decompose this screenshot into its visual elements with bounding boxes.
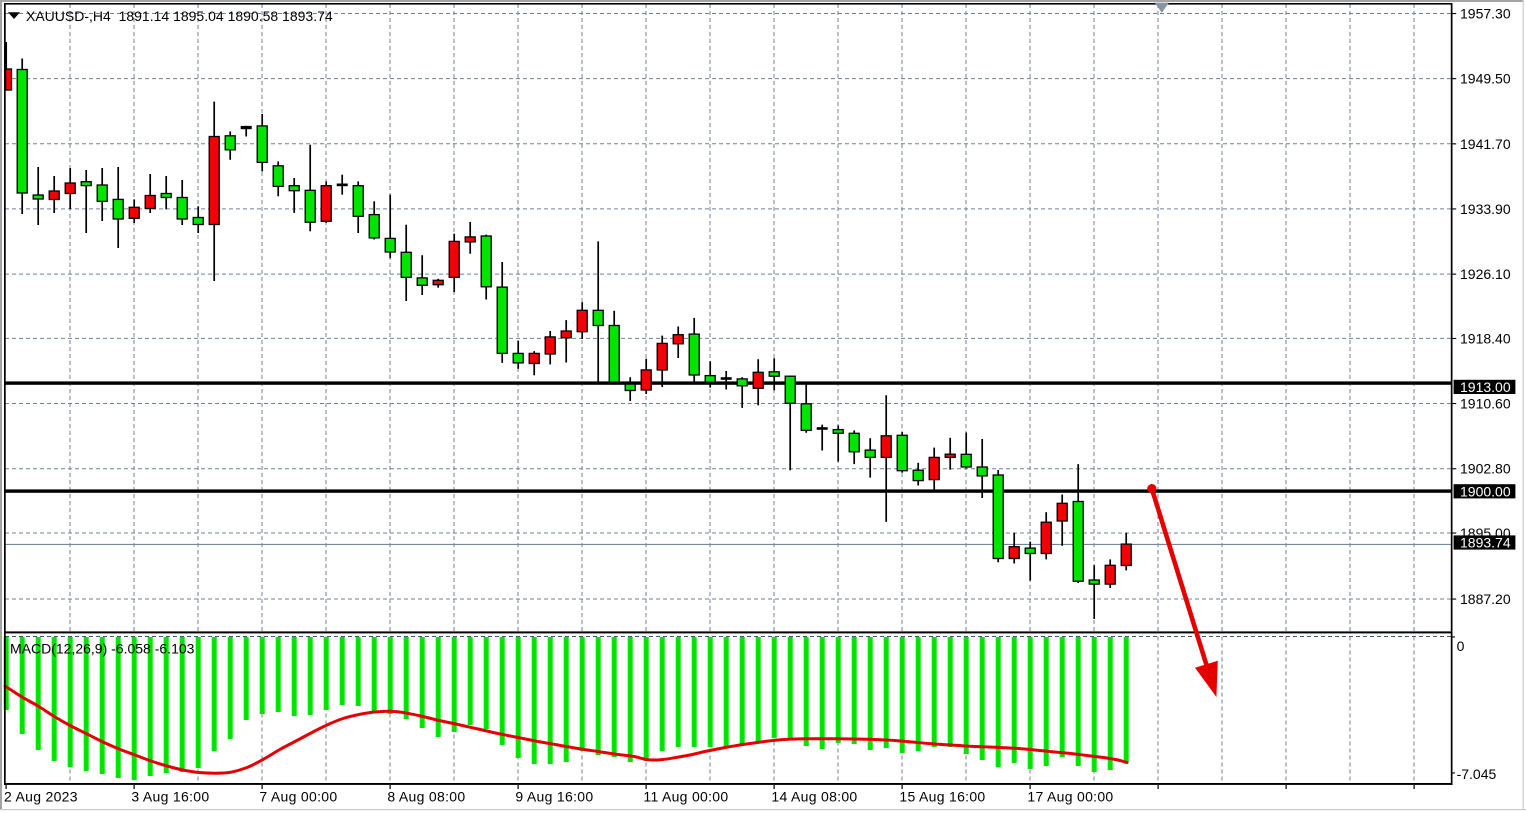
svg-text:15 Aug 16:00: 15 Aug 16:00 <box>899 789 985 805</box>
svg-text:0: 0 <box>1457 638 1465 654</box>
svg-text:11 Aug 00:00: 11 Aug 00:00 <box>643 789 728 805</box>
svg-text:8 Aug 08:00: 8 Aug 08:00 <box>387 789 465 805</box>
svg-text:1900.00: 1900.00 <box>1460 483 1511 499</box>
svg-text:1941.70: 1941.70 <box>1460 136 1511 152</box>
svg-text:9 Aug 16:00: 9 Aug 16:00 <box>515 789 593 805</box>
svg-text:1913.00: 1913.00 <box>1460 379 1511 395</box>
svg-text:1926.10: 1926.10 <box>1460 266 1511 282</box>
svg-text:-7.045: -7.045 <box>1457 766 1497 782</box>
svg-text:2 Aug 2023: 2 Aug 2023 <box>4 789 78 805</box>
svg-text:1910.60: 1910.60 <box>1460 396 1511 412</box>
svg-text:7 Aug 00:00: 7 Aug 00:00 <box>259 789 337 805</box>
svg-text:1933.90: 1933.90 <box>1460 201 1511 217</box>
svg-text:14 Aug 08:00: 14 Aug 08:00 <box>771 789 857 805</box>
svg-text:1893.74: 1893.74 <box>1460 535 1511 551</box>
svg-text:XAUUSD-,H4 1891.14 1895.04 18: XAUUSD-,H4 1891.14 1895.04 1890.58 1893.… <box>26 8 333 24</box>
svg-text:1887.20: 1887.20 <box>1460 591 1511 607</box>
svg-text:17 Aug 00:00: 17 Aug 00:00 <box>1027 789 1113 805</box>
svg-text:1918.40: 1918.40 <box>1460 330 1511 346</box>
svg-text:1957.30: 1957.30 <box>1460 6 1511 22</box>
svg-text:1902.80: 1902.80 <box>1460 461 1511 477</box>
svg-text:3 Aug 16:00: 3 Aug 16:00 <box>131 789 209 805</box>
svg-text:MACD(12,26,9) -6.058 -6.103: MACD(12,26,9) -6.058 -6.103 <box>10 641 195 657</box>
svg-text:1949.50: 1949.50 <box>1460 71 1511 87</box>
